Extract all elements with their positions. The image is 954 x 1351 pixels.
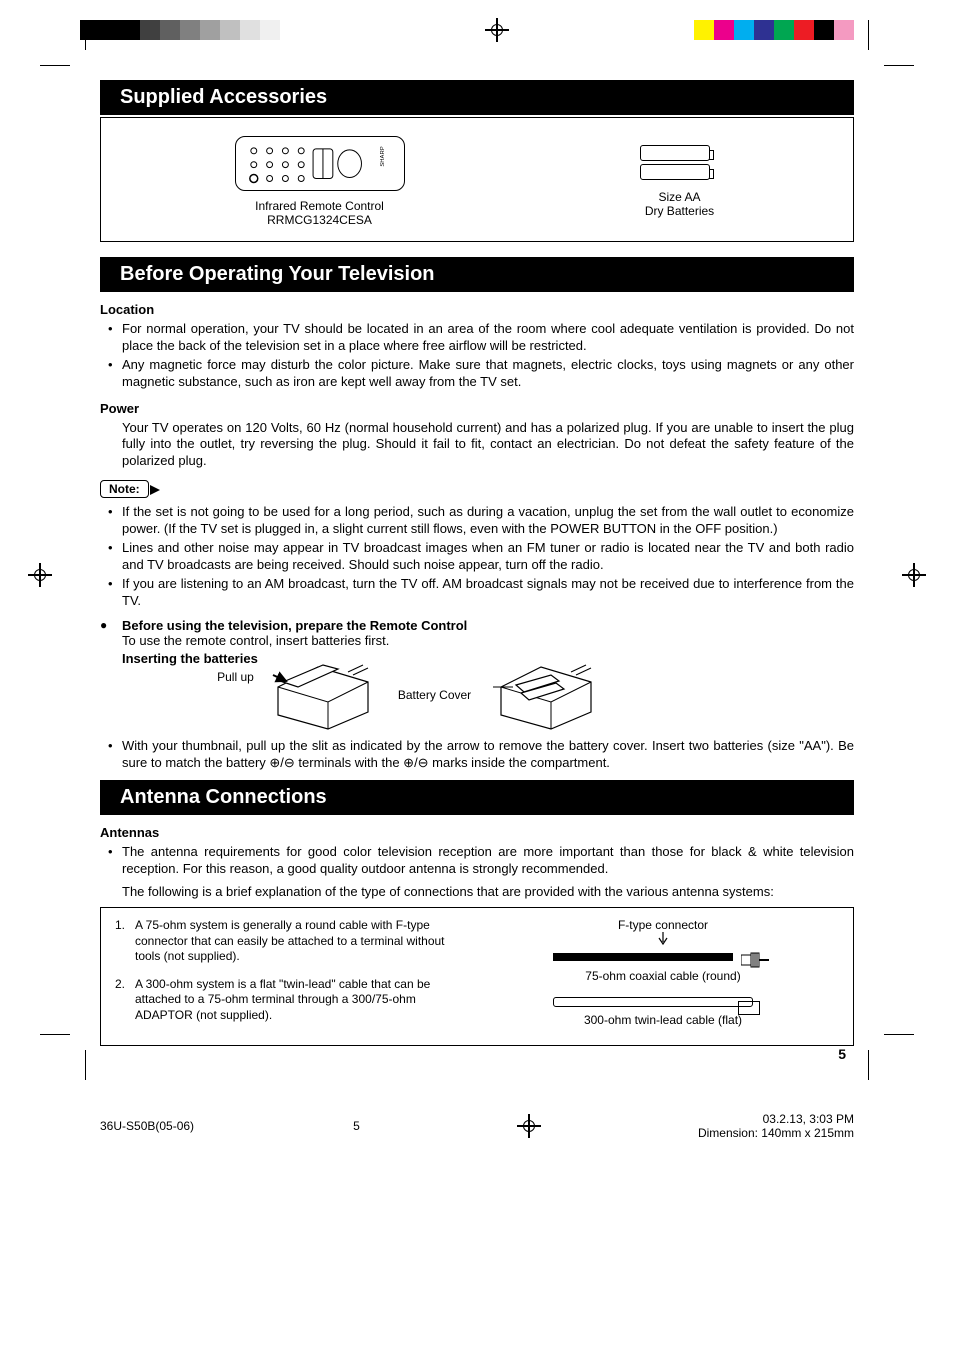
crop-mark: [844, 40, 894, 90]
battery-type-label: Dry Batteries: [640, 204, 720, 218]
power-paragraph: Your TV operates on 120 Volts, 60 Hz (no…: [100, 420, 854, 471]
prepare-remote-text: To use the remote control, insert batter…: [100, 633, 854, 650]
antenna-systems-box: 1.A 75-ohm system is generally a round c…: [100, 907, 854, 1047]
battery-cover-label: Battery Cover: [398, 688, 471, 702]
registration-mark-icon: [519, 1116, 539, 1136]
inserting-heading: Inserting the batteries: [122, 651, 258, 666]
footer: 36U-S50B(05-06) 5 03.2.13, 3:03 PM Dimen…: [0, 1092, 954, 1150]
battery-insertion-diagram: Battery Cover: [268, 657, 601, 732]
section-header-supplied: Supplied Accessories: [100, 80, 854, 115]
crop-mark: [844, 1010, 894, 1060]
crop-mark: [60, 1010, 110, 1060]
footer-page: 5: [353, 1119, 360, 1133]
prepare-remote-heading: Before using the television, prepare the…: [100, 618, 854, 633]
ftype-label: F-type connector: [487, 918, 839, 932]
remote-accessory: SHARP Infrared Remote Control RRMCG1324C…: [235, 136, 405, 227]
antenna-intro: The antenna requirements for good color …: [122, 844, 854, 878]
pull-up-label: Pull up: [122, 670, 258, 684]
footer-doc-id: 36U-S50B(05-06): [100, 1119, 194, 1133]
batteries-accessory: Size AA Dry Batteries: [640, 145, 720, 218]
note-bullet: If you are listening to an AM broadcast,…: [122, 576, 854, 610]
svg-text:SHARP: SHARP: [380, 146, 386, 166]
page-number: 5: [100, 1046, 854, 1062]
location-heading: Location: [100, 302, 854, 317]
section-header-before: Before Operating Your Television: [100, 257, 854, 292]
remote-model: RRMCG1324CESA: [235, 213, 405, 227]
thumbnail-instruction: With your thumbnail, pull up the slit as…: [122, 738, 854, 772]
batteries-icon: [640, 145, 720, 180]
twin-label: 300-ohm twin-lead cable (flat): [487, 1013, 839, 1027]
power-heading: Power: [100, 401, 854, 416]
coax-cable-icon: [553, 953, 773, 967]
registration-mark-icon: [487, 20, 507, 40]
location-bullet: Any magnetic force may disturb the color…: [122, 357, 854, 391]
twin-lead-cable-icon: [553, 997, 773, 1011]
remote-label: Infrared Remote Control: [235, 199, 405, 213]
note-bullet: If the set is not going to be used for a…: [122, 504, 854, 538]
arrow-down-icon: [657, 932, 669, 946]
registration-mark-icon: [904, 565, 924, 585]
crop-mark: [60, 40, 110, 90]
antenna-item-1: 1.A 75-ohm system is generally a round c…: [115, 918, 467, 965]
antennas-heading: Antennas: [100, 825, 854, 840]
antenna-following: The following is a brief explanation of …: [100, 884, 854, 901]
remote-control-icon: SHARP: [235, 136, 405, 191]
section-header-antenna: Antenna Connections: [100, 780, 854, 815]
footer-timestamp: 03.2.13, 3:03 PM: [763, 1112, 854, 1126]
note-bullet: Lines and other noise may appear in TV b…: [122, 540, 854, 574]
antenna-item-2: 2.A 300-ohm system is a flat "twin-lead"…: [115, 977, 467, 1024]
battery-size-label: Size AA: [640, 190, 720, 204]
registration-mark-icon: [30, 565, 50, 585]
coax-label: 75-ohm coaxial cable (round): [487, 969, 839, 983]
location-bullet: For normal operation, your TV should be …: [122, 321, 854, 355]
note-label: Note:: [100, 480, 149, 498]
accessories-box: SHARP Infrared Remote Control RRMCG1324C…: [100, 117, 854, 242]
footer-dimension: Dimension: 140mm x 215mm: [698, 1126, 854, 1140]
print-registration-bars: [0, 0, 954, 40]
